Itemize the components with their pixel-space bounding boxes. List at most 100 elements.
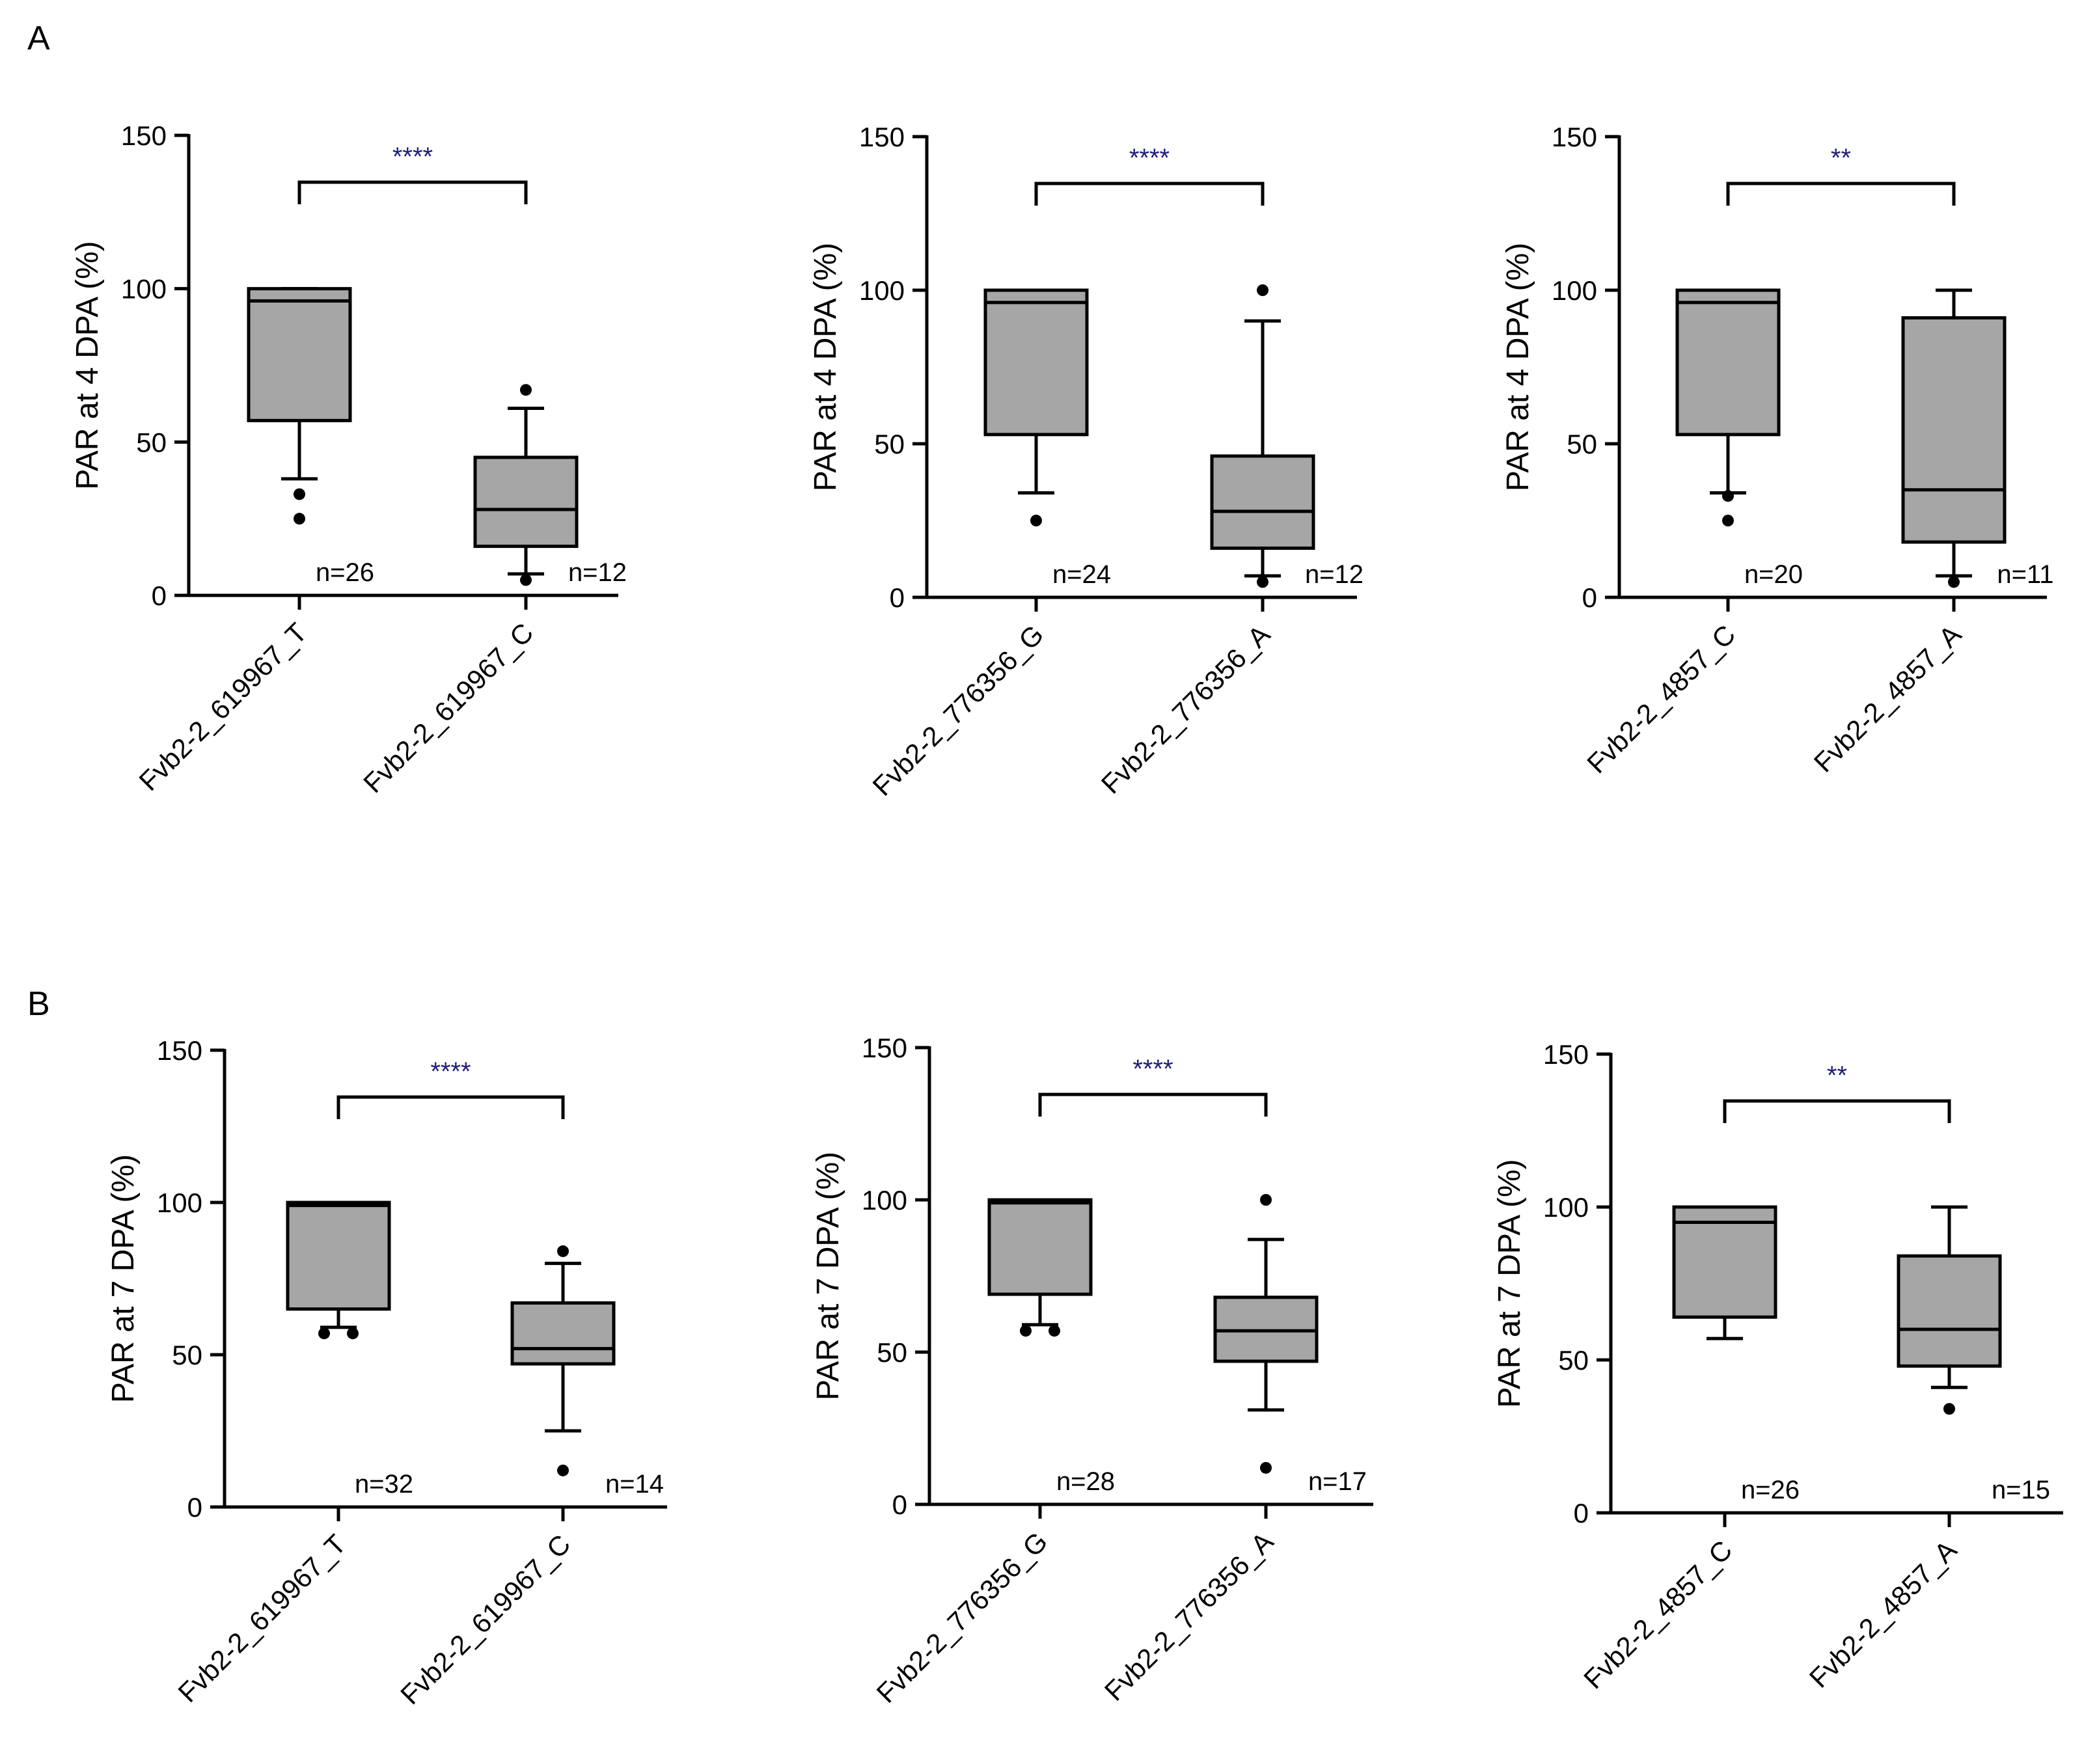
y-tick-label: 0 bbox=[152, 580, 167, 611]
significance-stars: **** bbox=[430, 1057, 471, 1086]
outlier-point bbox=[1257, 284, 1268, 296]
n-label: n=15 bbox=[1992, 1476, 2050, 1504]
iqr-box bbox=[286, 1201, 391, 1311]
outlier-point bbox=[1722, 515, 1734, 526]
outlier-point bbox=[1260, 1461, 1272, 1474]
outlier-point bbox=[318, 1327, 330, 1340]
significance-bracket bbox=[1726, 182, 1956, 206]
y-axis-label: PAR at 4 DPA (%) bbox=[70, 241, 105, 489]
y-tick-label: 100 bbox=[1543, 1192, 1589, 1223]
x-tick-label: Fvb2-2_619967_C bbox=[394, 1528, 576, 1710]
iqr-box bbox=[983, 288, 1089, 437]
boxplot-6: 0 50 100 150 PAR at 7 DPA (%) Fvb2-2_4857_C Fv… bbox=[1492, 1039, 2063, 1694]
significance-bracket bbox=[1723, 1099, 1951, 1123]
significance-stars: **** bbox=[1132, 1055, 1173, 1083]
iqr-box bbox=[510, 1301, 616, 1366]
outlier-point bbox=[557, 1464, 569, 1476]
y-tick-label: 50 bbox=[1567, 429, 1597, 459]
outlier-point bbox=[1722, 490, 1734, 502]
y-tick-label: 0 bbox=[890, 582, 905, 613]
n-label: n=17 bbox=[1308, 1467, 1367, 1496]
boxplot-2: 0 50 100 150 PAR at 4 DPA (%) Fvb2-2_776356_G… bbox=[808, 122, 1364, 802]
iqr-box bbox=[1672, 1205, 1777, 1319]
outlier-point bbox=[294, 513, 305, 525]
outlier-point bbox=[1020, 1325, 1032, 1337]
outlier-point bbox=[1257, 576, 1268, 588]
x-tick-label: Fvb2-2_4857_C bbox=[1578, 1534, 1738, 1694]
outlier-point bbox=[1260, 1194, 1272, 1206]
x-tick-label: Fvb2-2_619967_C bbox=[357, 617, 539, 798]
outlier-point bbox=[520, 574, 532, 586]
y-axis-label: PAR at 4 DPA (%) bbox=[808, 243, 843, 491]
y-tick-label: 0 bbox=[1574, 1498, 1589, 1528]
n-label: n=24 bbox=[1052, 560, 1111, 589]
outlier-point bbox=[1049, 1325, 1060, 1337]
x-tick-label: Fvb2-2_619967_T bbox=[133, 617, 312, 796]
significance-bracket bbox=[1034, 182, 1265, 206]
outlier-point bbox=[347, 1327, 359, 1340]
n-label: n=32 bbox=[355, 1470, 413, 1499]
n-label: n=26 bbox=[1741, 1476, 1800, 1504]
y-tick-label: 100 bbox=[862, 1185, 907, 1215]
n-label: n=12 bbox=[568, 558, 627, 587]
y-tick-label: 100 bbox=[859, 275, 905, 306]
y-tick-label: 0 bbox=[1582, 582, 1597, 613]
y-tick-label: 50 bbox=[136, 427, 167, 457]
iqr-box bbox=[1901, 316, 2007, 544]
boxplot-4: 0 50 100 150 PAR at 7 DPA (%) Fvb2-2_619967_T… bbox=[106, 1035, 667, 1710]
significance-bracket bbox=[297, 180, 528, 204]
n-label: n=11 bbox=[1997, 560, 2053, 589]
y-tick-label: 50 bbox=[874, 429, 905, 459]
panel-label-a: A bbox=[27, 20, 50, 57]
y-axis-label: PAR at 7 DPA (%) bbox=[1492, 1159, 1527, 1407]
iqr-box bbox=[1210, 454, 1315, 550]
x-tick-label: Fvb2-2_4857_A bbox=[1808, 619, 1967, 778]
x-tick-label: Fvb2-2_776356_G bbox=[866, 619, 1049, 802]
n-label: n=28 bbox=[1056, 1467, 1115, 1496]
significance-bracket bbox=[1038, 1092, 1268, 1117]
outlier-point bbox=[1030, 515, 1042, 526]
y-tick-label: 0 bbox=[892, 1489, 907, 1520]
iqr-box bbox=[1675, 288, 1781, 437]
x-tick-label: Fvb2-2_4857_C bbox=[1581, 619, 1741, 779]
y-tick-label: 100 bbox=[121, 274, 167, 305]
y-tick-label: 150 bbox=[862, 1033, 907, 1063]
outlier-point bbox=[557, 1245, 569, 1257]
outlier-point bbox=[294, 488, 305, 500]
y-tick-label: 0 bbox=[187, 1492, 202, 1523]
y-tick-label: 100 bbox=[157, 1187, 202, 1218]
boxplot-5: 0 50 100 150 PAR at 7 DPA (%) Fvb2-2_776356_G… bbox=[811, 1033, 1373, 1709]
x-tick-label: Fvb2-2_776356_G bbox=[870, 1526, 1053, 1709]
x-tick-label: Fvb2-2_619967_T bbox=[172, 1528, 351, 1708]
y-tick-label: 150 bbox=[121, 120, 167, 151]
outlier-point bbox=[1943, 1403, 1955, 1415]
n-label: n=14 bbox=[605, 1470, 664, 1499]
outlier-point bbox=[1948, 576, 1960, 588]
boxplot-1: 0 50 100 150 PAR at 4 DPA (%) Fvb2-2_619967_T… bbox=[70, 120, 627, 798]
y-tick-label: 150 bbox=[1552, 122, 1597, 152]
x-tick-label: Fvb2-2_776356_A bbox=[1095, 619, 1276, 800]
n-label: n=26 bbox=[316, 558, 374, 587]
y-tick-label: 150 bbox=[157, 1035, 202, 1066]
y-tick-label: 50 bbox=[172, 1340, 202, 1370]
y-axis-label: PAR at 7 DPA (%) bbox=[811, 1152, 845, 1400]
significance-stars: ** bbox=[1827, 1061, 1847, 1090]
n-label: n=12 bbox=[1305, 560, 1364, 589]
y-tick-label: 50 bbox=[1558, 1345, 1589, 1376]
iqr-box bbox=[987, 1198, 1093, 1296]
panel-label-b: B bbox=[27, 985, 50, 1023]
significance-stars: ** bbox=[1831, 144, 1851, 172]
y-axis-label: PAR at 4 DPA (%) bbox=[1501, 243, 1535, 491]
x-tick-label: Fvb2-2_776356_A bbox=[1099, 1526, 1280, 1707]
significance-bracket bbox=[336, 1095, 565, 1119]
outlier-point bbox=[520, 384, 532, 396]
significance-stars: **** bbox=[1129, 144, 1170, 172]
y-tick-label: 50 bbox=[877, 1337, 907, 1368]
iqr-box bbox=[247, 287, 352, 422]
iqr-box bbox=[1897, 1254, 2002, 1368]
iqr-box bbox=[473, 455, 579, 549]
x-tick-label: Fvb2-2_4857_A bbox=[1803, 1534, 1963, 1694]
significance-stars: **** bbox=[392, 142, 433, 171]
n-label: n=20 bbox=[1744, 560, 1803, 589]
